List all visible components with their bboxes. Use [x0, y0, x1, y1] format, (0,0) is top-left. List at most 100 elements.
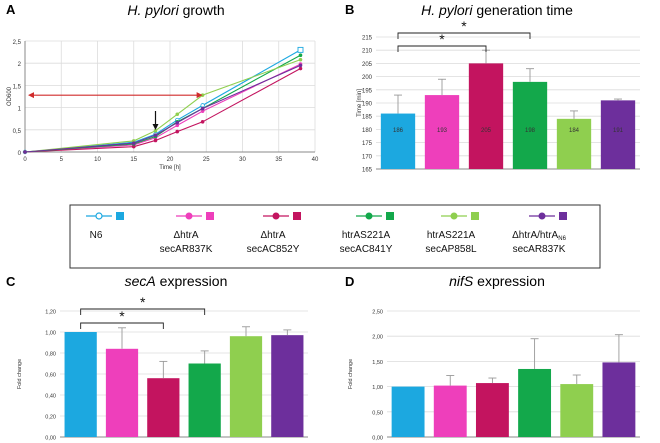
series-point [23, 150, 27, 154]
y-tick-label: 1,5 [13, 84, 22, 90]
legend-swatch [206, 212, 214, 220]
bar [556, 118, 592, 169]
annotation-arrow-head [152, 124, 159, 130]
title-b-rest: generation time [472, 2, 573, 18]
title-d-rest: expression [473, 273, 545, 289]
bar [468, 63, 504, 169]
data-label: 205 [481, 128, 492, 134]
y-tick-label: 0,80 [45, 352, 56, 358]
y-tick-label: 0,00 [45, 436, 56, 442]
data-label: 191 [613, 128, 624, 134]
x-tick-label: 30 [239, 157, 246, 163]
legend-label: N6 [90, 230, 103, 241]
chart-panel-a: 0 0,5 1 1,5 2 2,5 0 5 10 15 20 25 30 35 40 Time [h] OD60… [7, 40, 319, 171]
panel-letter-b: B [345, 2, 354, 17]
series-point [153, 138, 158, 143]
series-point [200, 106, 205, 111]
significance-bracket [397, 32, 531, 39]
title-d-italic: nifS [449, 273, 474, 289]
x-tick-label: 20 [167, 157, 174, 163]
legend-marker [450, 212, 458, 220]
legend-swatch [386, 212, 394, 220]
series-line [24, 68, 301, 153]
series-line [24, 63, 301, 153]
series-line [24, 49, 301, 153]
series-point [298, 66, 303, 71]
legend-marker [95, 212, 103, 220]
series-point [298, 63, 303, 68]
series-point [298, 53, 303, 58]
y-tick-label: 190 [362, 102, 373, 108]
y-tick-label: 0,50 [372, 410, 383, 416]
legend-marker [365, 212, 373, 220]
legend-marker [185, 212, 193, 220]
y-tick-label: 2 [18, 62, 22, 68]
annotation-red-arrow-left-head [28, 92, 34, 99]
series-point [298, 57, 303, 62]
annotation-red-arrow-right-head [196, 92, 203, 99]
y-tick-label: 0,5 [13, 129, 22, 135]
y-tick-label: 1,00 [45, 331, 56, 337]
series-point-end [297, 46, 304, 53]
series-point [175, 129, 180, 134]
legend-swatch [293, 212, 301, 220]
y-tick-label: 2,5 [13, 40, 22, 46]
significance-star: * [140, 294, 146, 310]
y-tick-label: 0,60 [45, 373, 56, 379]
y-tick-label: 165 [362, 168, 373, 174]
series-point [200, 120, 205, 124]
chart-panel-c: 0,00 0,20 0,40 0,60 0,80 1,00 1,20 Fold change *… [17, 294, 308, 442]
x-tick-label: 0 [23, 157, 27, 163]
y-tick-label: 200 [362, 75, 373, 81]
series-point [175, 120, 180, 125]
legend-label-line2: secAP858L [425, 244, 477, 255]
series-point [153, 133, 158, 137]
x-tick-label: 25 [203, 157, 210, 163]
y-tick-label: 1,50 [372, 360, 383, 366]
y-tick-label: 215 [362, 36, 373, 42]
y-axis-label: Time [min] [357, 89, 363, 117]
x-tick-label: 15 [130, 157, 137, 163]
y-tick-label: 205 [362, 62, 373, 68]
bar [560, 384, 594, 437]
legend-swatch [559, 212, 567, 220]
title-c-rest: expression [156, 273, 228, 289]
bar [271, 335, 304, 437]
bar [188, 363, 221, 437]
bar [391, 386, 425, 437]
y-tick-label: 1,20 [45, 310, 56, 316]
series-point [200, 103, 205, 108]
legend-label: ΔhtrA [260, 230, 285, 241]
legend-label: ΔhtrA [173, 230, 198, 241]
bar [229, 336, 263, 437]
bar [424, 95, 460, 169]
series-line [24, 59, 301, 153]
x-axis-label: Time [h] [159, 165, 181, 171]
y-tick-label: 1,00 [372, 385, 383, 391]
x-tick-label: 40 [312, 157, 319, 163]
data-label: 198 [525, 128, 536, 134]
y-tick-label: 180 [362, 128, 373, 134]
bar [602, 362, 636, 437]
series-line [24, 64, 301, 153]
y-tick-label: 1 [18, 107, 22, 113]
bar [105, 348, 139, 437]
chart-panel-b: 165 170 175 180 185 190 195 200 205 210 215 Time [m… [357, 18, 640, 174]
legend-label: htrAS221A [342, 230, 391, 241]
data-label: 193 [437, 128, 448, 134]
significance-bracket [80, 308, 206, 315]
y-tick-label: 195 [362, 88, 373, 94]
title-panel-a: H. pylori growth [127, 2, 224, 18]
y-tick-label: 0,00 [372, 436, 383, 442]
significance-star: * [119, 308, 125, 324]
y-axis-label: Fold change [17, 359, 23, 389]
legend-label: htrAS221A [427, 230, 476, 241]
y-axis-label: Fold change [348, 359, 354, 389]
legend-label-subscript: N6 [558, 236, 566, 242]
title-b-italic: H. pylori [421, 2, 473, 18]
significance-star: * [439, 31, 445, 47]
y-tick-label: 2,00 [372, 335, 383, 341]
x-tick-label: 35 [275, 157, 282, 163]
y-tick-label: 175 [362, 141, 373, 147]
